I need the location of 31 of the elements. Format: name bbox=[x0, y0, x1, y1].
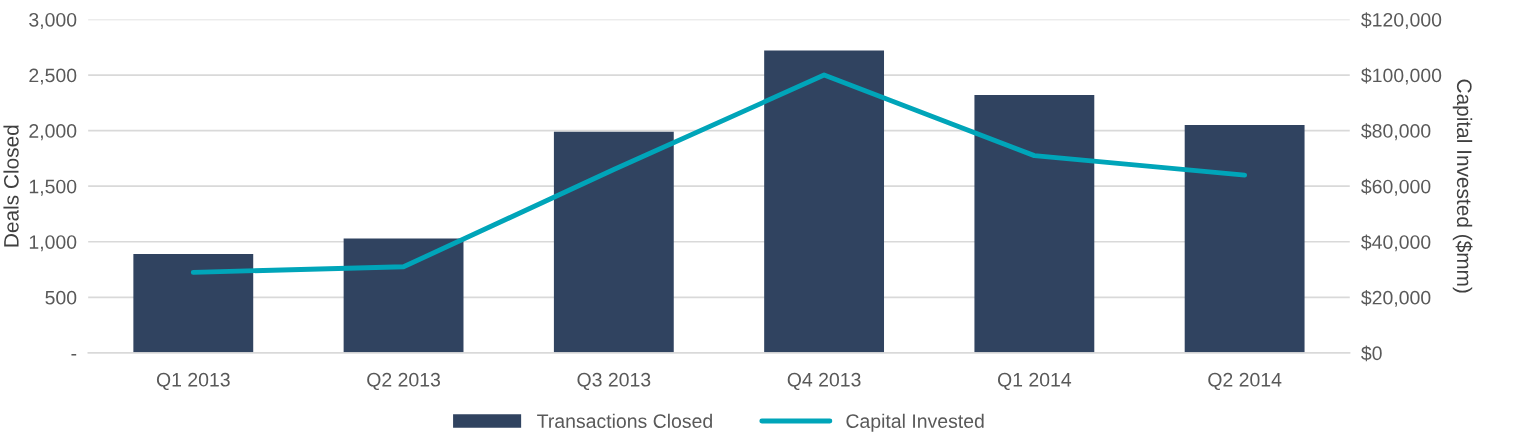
y-tick-label: 500 bbox=[45, 290, 77, 305]
x-tick-label: Q1 2013 bbox=[156, 372, 230, 391]
bar bbox=[974, 95, 1095, 353]
x-tick-label: Q4 2013 bbox=[787, 372, 861, 391]
bar bbox=[764, 50, 885, 353]
y-axis-title: Deals Closed bbox=[3, 125, 19, 247]
bar bbox=[133, 253, 254, 353]
y-tick-label: 3,000 bbox=[29, 12, 77, 30]
y2-tick-label: $80,000 bbox=[1361, 123, 1431, 141]
y-tick-label: 2,000 bbox=[29, 124, 77, 141]
line-series bbox=[190, 72, 1248, 275]
legend-label: Capital Invested bbox=[846, 413, 984, 432]
y2-tick-label: $20,000 bbox=[1361, 289, 1431, 307]
x-tick-label: Q2 2014 bbox=[1208, 372, 1282, 391]
bar bbox=[343, 238, 464, 353]
y-tick-label: 1,500 bbox=[29, 179, 77, 196]
x-tick-label: Q2 2013 bbox=[367, 372, 441, 391]
bar bbox=[1184, 125, 1305, 353]
y2-axis-title: Capital Invested ($mm) bbox=[1452, 79, 1473, 293]
bar bbox=[553, 131, 674, 353]
x-tick-label: Q1 2014 bbox=[997, 372, 1072, 391]
y2-tick-label: $120,000 bbox=[1361, 12, 1442, 30]
y2-tick-label: $40,000 bbox=[1361, 234, 1431, 252]
y-tick-label: 1,000 bbox=[29, 235, 77, 252]
y2-tick-label: $0 bbox=[1361, 345, 1382, 362]
y2-tick-label: $100,000 bbox=[1361, 67, 1442, 85]
y-tick-label: 2,500 bbox=[29, 68, 77, 85]
legend-label: Transactions Closed bbox=[537, 413, 712, 429]
x-tick-label: Q3 2013 bbox=[577, 372, 651, 391]
y2-tick-label: $60,000 bbox=[1361, 178, 1431, 196]
y-tick-label: - bbox=[71, 354, 77, 356]
